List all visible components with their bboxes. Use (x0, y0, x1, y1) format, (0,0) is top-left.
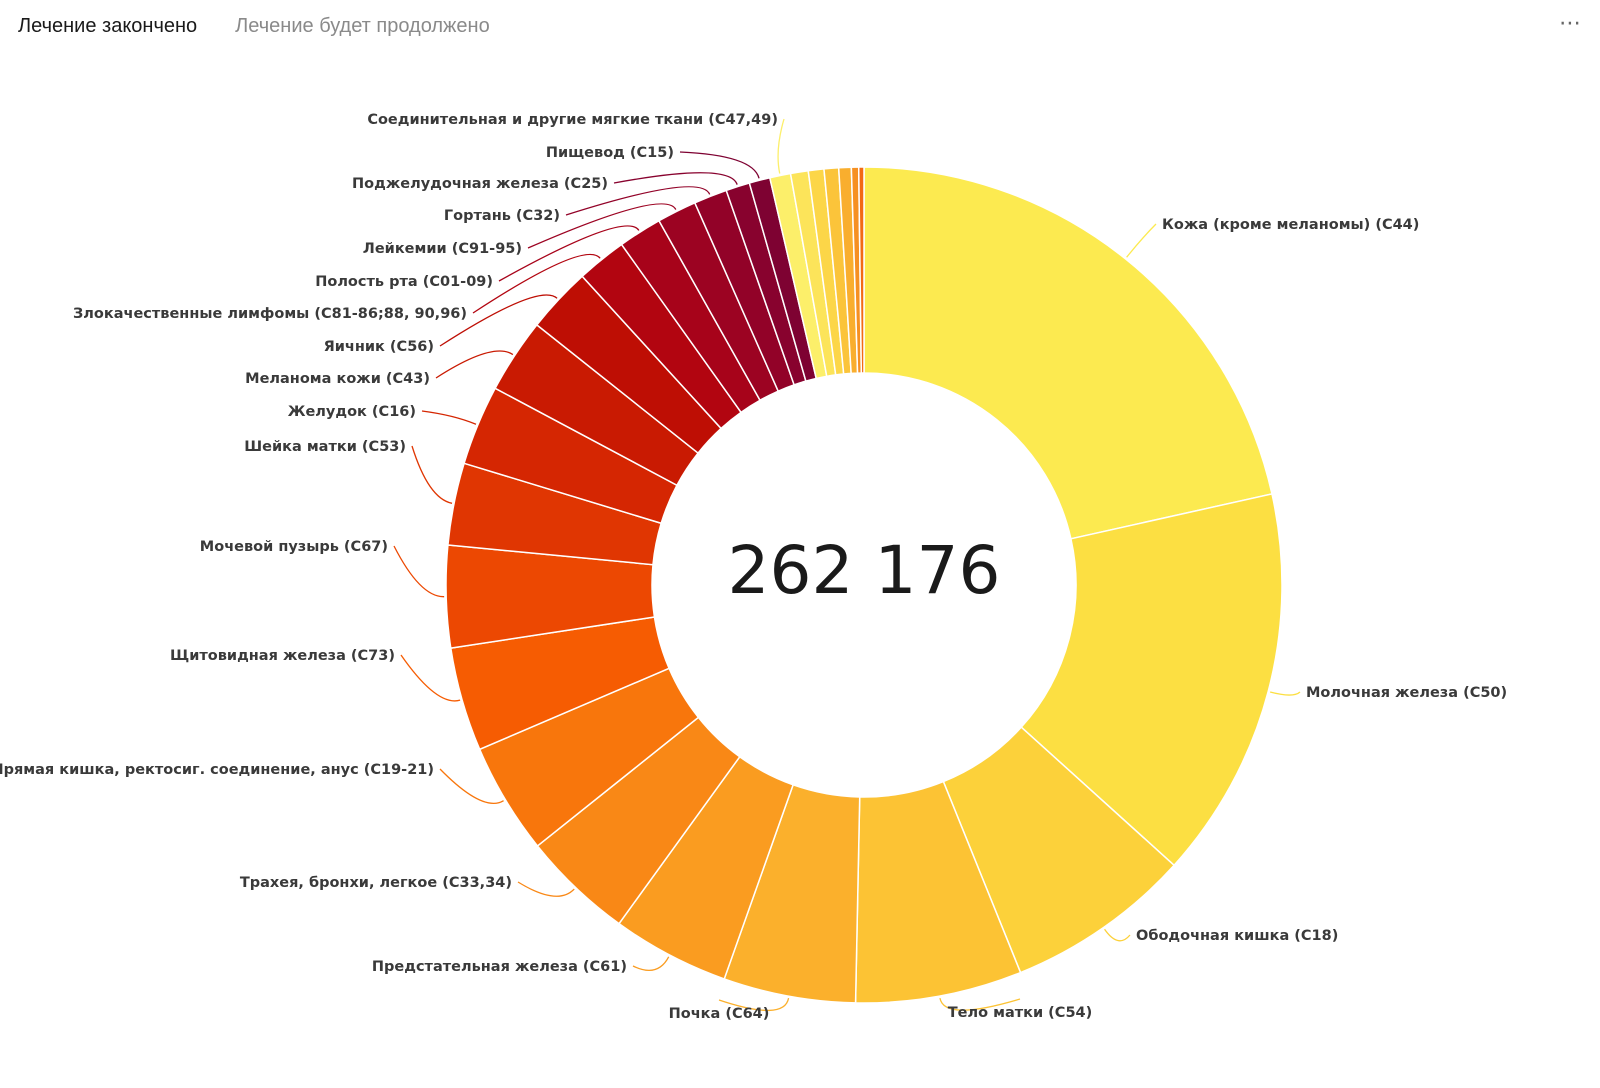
label-leader-line (393, 545, 445, 598)
label-leader-line (472, 253, 601, 314)
slice-label: Прямая кишка, ректосиг. соединение, анус… (0, 762, 434, 778)
label-leader-line (421, 410, 477, 425)
label-leader-line (1104, 928, 1131, 942)
label-leader-line (411, 445, 453, 504)
donut-slices (445, 166, 1283, 1004)
slice-label: Мочевой пузырь (C67) (200, 539, 388, 555)
slice-label: Молочная железа (C50) (1306, 685, 1507, 701)
slice-label: Злокачественные лимфомы (C81-86;88, 90,9… (73, 306, 467, 322)
slice-label: Ободочная кишка (C18) (1136, 928, 1338, 944)
slice-label: Почка (C64) (669, 1006, 770, 1022)
label-leader-line (613, 172, 738, 185)
slice-label: Яичник (C56) (324, 339, 434, 355)
slice-label: Кожа (кроме меланомы) (C44) (1162, 217, 1419, 233)
more-horizontal-icon[interactable]: ⋯ (1559, 11, 1582, 36)
tab-treatment-completed[interactable]: Лечение закончено (18, 15, 198, 37)
label-leader-line (679, 151, 760, 179)
slice-labels: Кожа (кроме меланомы) (C44) Молочная желе… (0, 112, 1507, 1022)
label-leader-line (1269, 691, 1301, 696)
label-leader-line (939, 997, 1021, 1011)
label-leader-line (439, 294, 558, 347)
slice-label: Меланома кожи (C43) (245, 371, 430, 387)
slice-label: Пищевод (C15) (546, 145, 674, 161)
label-leader-line (527, 203, 677, 249)
slice-label: Шейка матки (C53) (244, 439, 406, 455)
center-total-value: 262 176 (728, 532, 1001, 609)
label-leader-line (1126, 223, 1157, 258)
label-leader-line (565, 186, 711, 216)
label-leader-line (777, 118, 785, 174)
label-leader-line (400, 654, 461, 702)
donut-slice[interactable] (863, 166, 1273, 540)
slice-label: Предстательная железа (C61) (372, 959, 627, 975)
donut-slice[interactable] (1020, 493, 1283, 867)
slice-label: Щитовидная железа (C73) (170, 648, 395, 664)
label-leader-line (439, 768, 504, 804)
label-leaders (393, 118, 1301, 1012)
slice-label: Гортань (C32) (444, 208, 560, 224)
slice-label: Трахея, бронхи, легкое (C33,34) (240, 875, 512, 891)
donut-slice[interactable] (857, 166, 865, 374)
slice-label: Полость рта (C01-09) (315, 274, 493, 290)
tab-treatment-continued[interactable]: Лечение будет продолжено (235, 15, 490, 37)
slice-label: Поджелудочная железа (C25) (352, 176, 608, 192)
slice-label: Соединительная и другие мягкие ткани (C4… (367, 112, 778, 128)
label-leader-line (498, 225, 640, 282)
tab-bar: Лечение закончено Лечение будет продолже… (18, 12, 490, 42)
slice-label: Лейкемии (C91-95) (363, 241, 522, 257)
label-leader-line (718, 998, 790, 1012)
label-leader-line (435, 350, 514, 379)
slice-label: Тело матки (C54) (948, 1005, 1093, 1021)
slice-label: Желудок (C16) (288, 404, 416, 420)
label-leader-line (632, 956, 670, 972)
label-leader-line (517, 881, 575, 897)
